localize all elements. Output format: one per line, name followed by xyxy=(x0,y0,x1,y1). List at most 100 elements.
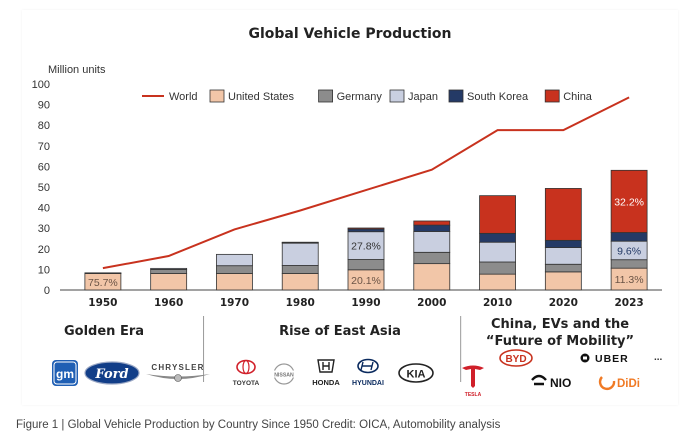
nissan-logo-text: NISSAN xyxy=(274,373,294,379)
bar-segment-japan xyxy=(281,242,319,266)
era-label-golden: Golden Era xyxy=(64,324,144,339)
y-tick-label: 10 xyxy=(38,264,50,276)
bar-segment-germany xyxy=(479,261,516,275)
data-annotation: 20.1% xyxy=(351,275,381,287)
bar-segment-united-states xyxy=(281,273,319,291)
bar-segment-china xyxy=(413,220,451,226)
world-series-line xyxy=(102,96,630,270)
data-annotation: 75.7% xyxy=(88,277,118,289)
tesla-logo-text: TESLA xyxy=(465,392,482,398)
legend-label-south-korea: South Korea xyxy=(467,91,529,103)
y-tick-label: 90 xyxy=(38,100,50,112)
bar-segment-japan xyxy=(216,253,253,267)
era-label-china-line2: “Future of Mobility” xyxy=(486,334,634,349)
legend: World United States Germany Japan South Kore… xyxy=(142,89,593,103)
y-tick-label: 80 xyxy=(38,120,50,132)
byd-logo: BYD xyxy=(499,349,533,367)
bar-segment-japan xyxy=(544,247,582,265)
bar-segment-china xyxy=(544,188,582,241)
hyundai-emblem-icon xyxy=(357,358,379,374)
uber-logo-text: UBER xyxy=(595,353,629,365)
x-tick-label: 2020 xyxy=(549,297,578,309)
era-label-east-asia: Rise of East Asia xyxy=(279,324,401,339)
x-tick-label: 2000 xyxy=(417,297,446,309)
x-tick-label: 1990 xyxy=(351,297,380,309)
bar-segment-japan xyxy=(347,231,385,260)
bar-segment-germany xyxy=(281,265,319,274)
nio-logo-text: NIO xyxy=(550,376,571,390)
bar-segment-south-korea xyxy=(347,228,385,233)
x-tick-label: 2023 xyxy=(614,297,643,309)
gm-logo-text: gm xyxy=(56,367,74,381)
bar-segment-germany xyxy=(150,268,188,274)
toyota-logo: TOYOTA xyxy=(233,359,260,387)
more-logos-ellipsis: ... xyxy=(654,352,663,363)
bar-segment-united-states xyxy=(216,273,253,291)
didi-emblem-icon xyxy=(598,376,616,390)
honda-emblem-icon xyxy=(317,359,335,373)
nio-logo: NIO xyxy=(531,374,571,390)
x-tick-label: 1980 xyxy=(286,297,315,309)
chart-title: Global Vehicle Production xyxy=(249,26,452,42)
vehicle-production-chart: Global Vehicle Production Million units 0 1… xyxy=(32,26,663,398)
chrysler-logo-text: CHRYSLER xyxy=(151,363,204,372)
brand-logos: gm Ford CHRYSLER TOYOTA NISSAN HONDA HYUNDAI KI… xyxy=(52,349,663,398)
y-tick-label: 60 xyxy=(38,161,50,173)
legend-label-japan: Japan xyxy=(408,91,438,103)
tesla-logo: TESLA xyxy=(462,365,484,398)
toyota-emblem-icon xyxy=(236,359,256,375)
bar-segment-south-korea xyxy=(479,232,516,243)
bar-segment-germany xyxy=(216,265,253,274)
x-tick-label: 2010 xyxy=(483,297,512,309)
chart-panel: Global Vehicle Production Million units 0 1… xyxy=(22,10,678,405)
x-tick-label: 1970 xyxy=(220,297,249,309)
chrysler-logo: CHRYSLER xyxy=(146,363,210,382)
uber-logo: UBER xyxy=(580,353,629,365)
bar-segment-united-states xyxy=(479,273,516,291)
legend-swatch-china xyxy=(544,89,560,103)
bar-segment-japan xyxy=(413,231,451,253)
bar-segment-japan xyxy=(479,241,516,263)
hyundai-logo-text: HYUNDAI xyxy=(352,380,384,387)
y-tick-label: 30 xyxy=(38,223,50,235)
bar-segment-china xyxy=(281,241,319,244)
legend-swatch-united-states xyxy=(209,89,225,103)
toyota-logo-text: TOYOTA xyxy=(233,380,260,387)
bar-segment-japan xyxy=(150,267,188,270)
data-annotation: 32.2% xyxy=(614,196,644,208)
bar-segment-germany xyxy=(610,259,648,269)
didi-logo: DiDi xyxy=(598,376,640,390)
y-tick-label: 20 xyxy=(38,244,50,256)
bar-segment-germany xyxy=(544,263,582,273)
bar-segment-united-states xyxy=(413,263,451,291)
kia-logo-text: KIA xyxy=(407,369,426,381)
bar-segment-south-korea xyxy=(413,224,451,232)
y-tick-label: 100 xyxy=(32,79,50,91)
y-axis-label: Million units xyxy=(48,64,106,76)
legend-label-world: World xyxy=(169,91,198,103)
nissan-logo: NISSAN xyxy=(271,363,297,385)
bar-segment-china xyxy=(479,195,516,234)
bar-segment-united-states xyxy=(544,271,582,291)
ford-logo: Ford xyxy=(84,361,140,385)
honda-logo-text: HONDA xyxy=(312,378,340,387)
y-tick-label: 40 xyxy=(38,203,50,215)
data-annotation: 11.3% xyxy=(615,274,644,286)
legend-swatch-japan xyxy=(389,89,405,103)
y-tick-label: 50 xyxy=(38,182,50,194)
bar-segment-south-korea xyxy=(610,232,648,242)
byd-emblem-icon xyxy=(499,349,533,367)
legend-label-united-states: United States xyxy=(228,91,295,103)
bar-segment-china xyxy=(347,227,385,230)
bar-segment-germany xyxy=(413,251,451,265)
gm-logo: gm xyxy=(52,360,78,386)
y-tick-label: 70 xyxy=(38,141,50,153)
honda-logo: HONDA xyxy=(312,359,340,387)
kia-logo: KIA xyxy=(398,363,434,383)
bar-segment-united-states xyxy=(150,273,188,291)
kia-emblem-icon xyxy=(398,363,434,383)
hyundai-logo: HYUNDAI xyxy=(352,358,384,387)
x-tick-label: 1960 xyxy=(154,297,183,309)
bar-segment-china xyxy=(610,169,648,233)
